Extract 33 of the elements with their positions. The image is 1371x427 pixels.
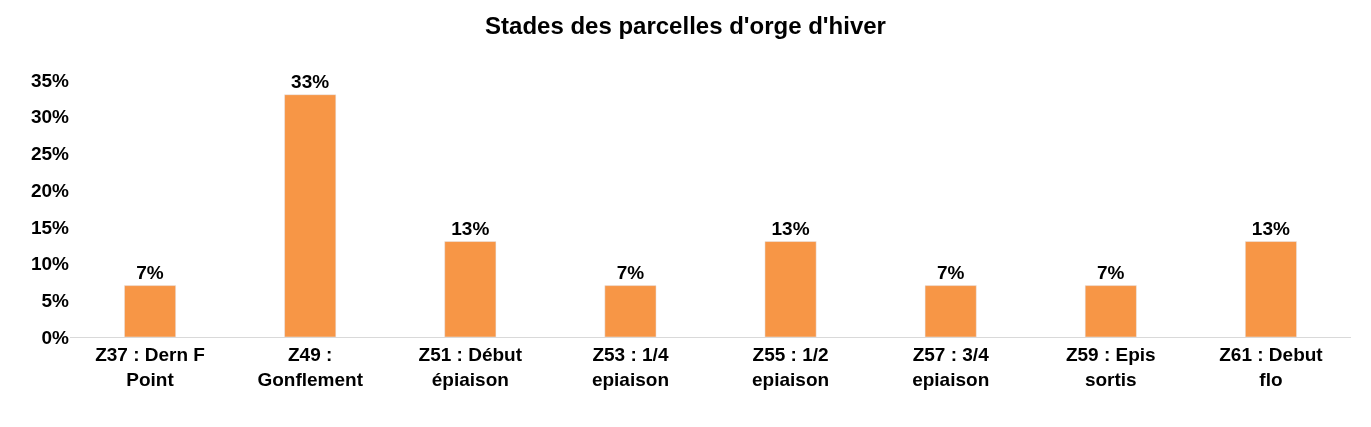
y-tick-label: 15%: [30, 216, 70, 238]
x-tick-label: Z49 : Gonflement: [257, 343, 364, 390]
bar: [1245, 241, 1297, 337]
y-tick-label: 5%: [41, 289, 70, 311]
x-tick-label: Z59 : Epis sortis: [1065, 343, 1156, 390]
data-label: 13%: [451, 217, 490, 239]
data-label: 13%: [771, 217, 810, 239]
bar: [124, 285, 176, 337]
bar: [924, 285, 977, 337]
y-tick-label: 10%: [30, 253, 70, 275]
data-label: 7%: [936, 261, 965, 283]
x-tick-label: Z51 : Début épiaison: [418, 343, 523, 390]
bar: [1084, 285, 1137, 337]
data-label: 33%: [291, 70, 330, 92]
y-tick-label: 35%: [30, 69, 70, 91]
data-label: 7%: [136, 261, 164, 283]
bar: [604, 285, 657, 337]
data-label: 7%: [616, 261, 645, 283]
bar: [444, 241, 497, 337]
x-tick-label: Z61 : Debut flo: [1219, 343, 1324, 390]
y-tick-label: 30%: [30, 106, 70, 128]
x-tick-label: Z57 : 3/4 epiaison: [912, 343, 990, 390]
data-label: 7%: [1097, 261, 1125, 283]
data-label: 13%: [1251, 217, 1291, 239]
bar: [764, 241, 817, 337]
y-tick-label: 20%: [30, 179, 70, 201]
x-tick-label: Z53 : 1/4 epiaison: [591, 343, 669, 390]
y-tick-label: 0%: [41, 326, 70, 348]
x-tick-label: Z37 : Dern F Point: [95, 343, 205, 390]
x-tick-label: Z55 : 1/2 epiaison: [752, 343, 830, 390]
bar: [284, 94, 337, 337]
chart-title: Stades des parcelles d'orge d'hiver: [485, 11, 886, 39]
y-tick-label: 25%: [30, 143, 70, 165]
